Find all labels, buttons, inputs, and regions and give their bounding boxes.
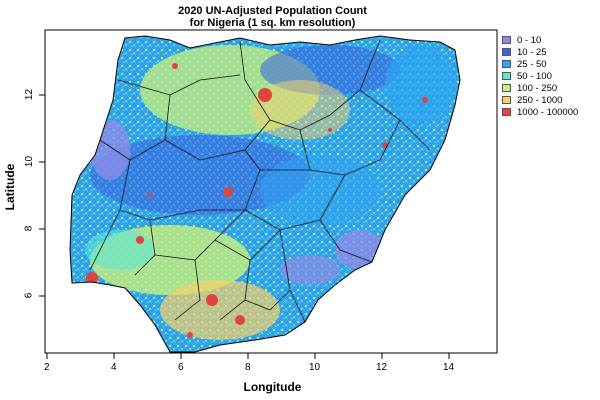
- map-title-line2: for Nigeria (1 sq. km resolution): [189, 17, 356, 29]
- legend-item: 25 - 50: [502, 58, 597, 70]
- x-tick-label: 8: [245, 362, 251, 373]
- y-tick-label: 10: [24, 155, 36, 168]
- legend-item: 100 - 250: [502, 82, 597, 94]
- y-tick-label: 12: [24, 88, 36, 101]
- legend: 0 - 10 10 - 25 25 - 50 50 - 100 100 - 250 250…: [502, 34, 597, 118]
- x-axis: [46, 352, 450, 359]
- legend-label: 1000 - 100000: [517, 106, 579, 118]
- legend-swatch: [502, 72, 511, 80]
- legend-swatch: [502, 60, 511, 68]
- legend-label: 100 - 250: [517, 82, 558, 94]
- legend-item: 10 - 25: [502, 46, 597, 58]
- legend-item: 50 - 100: [502, 70, 597, 82]
- legend-swatch: [502, 84, 511, 92]
- legend-label: 50 - 100: [517, 70, 552, 82]
- legend-label: 0 - 10: [517, 34, 542, 46]
- legend-swatch: [502, 96, 511, 104]
- x-axis-title: Longitude: [243, 380, 302, 394]
- map-title-line1: 2020 UN-Adjusted Population Count: [178, 5, 367, 17]
- legend-label: 250 - 1000: [517, 94, 563, 106]
- x-tick-label: 6: [178, 362, 184, 373]
- x-tick-label: 4: [111, 362, 117, 373]
- x-tick-label: 14: [443, 362, 455, 373]
- y-tick-label: 6: [23, 292, 35, 299]
- legend-label: 10 - 25: [517, 46, 547, 58]
- legend-swatch: [502, 48, 511, 56]
- legend-item: 250 - 1000: [502, 94, 597, 106]
- y-axis: [39, 94, 46, 297]
- legend-swatch: [502, 108, 511, 116]
- legend-item: 0 - 10: [502, 34, 597, 46]
- x-tick-label: 2: [44, 362, 50, 373]
- x-tick-label: 10: [309, 362, 321, 373]
- y-tick-label: 8: [23, 225, 35, 232]
- legend-swatch: [502, 36, 511, 44]
- legend-label: 25 - 50: [517, 58, 547, 70]
- x-tick-label: 12: [376, 362, 388, 373]
- legend-item: 1000 - 100000: [502, 106, 597, 118]
- y-axis-title: Latitude: [3, 163, 17, 211]
- nigeria-border: [69, 35, 461, 353]
